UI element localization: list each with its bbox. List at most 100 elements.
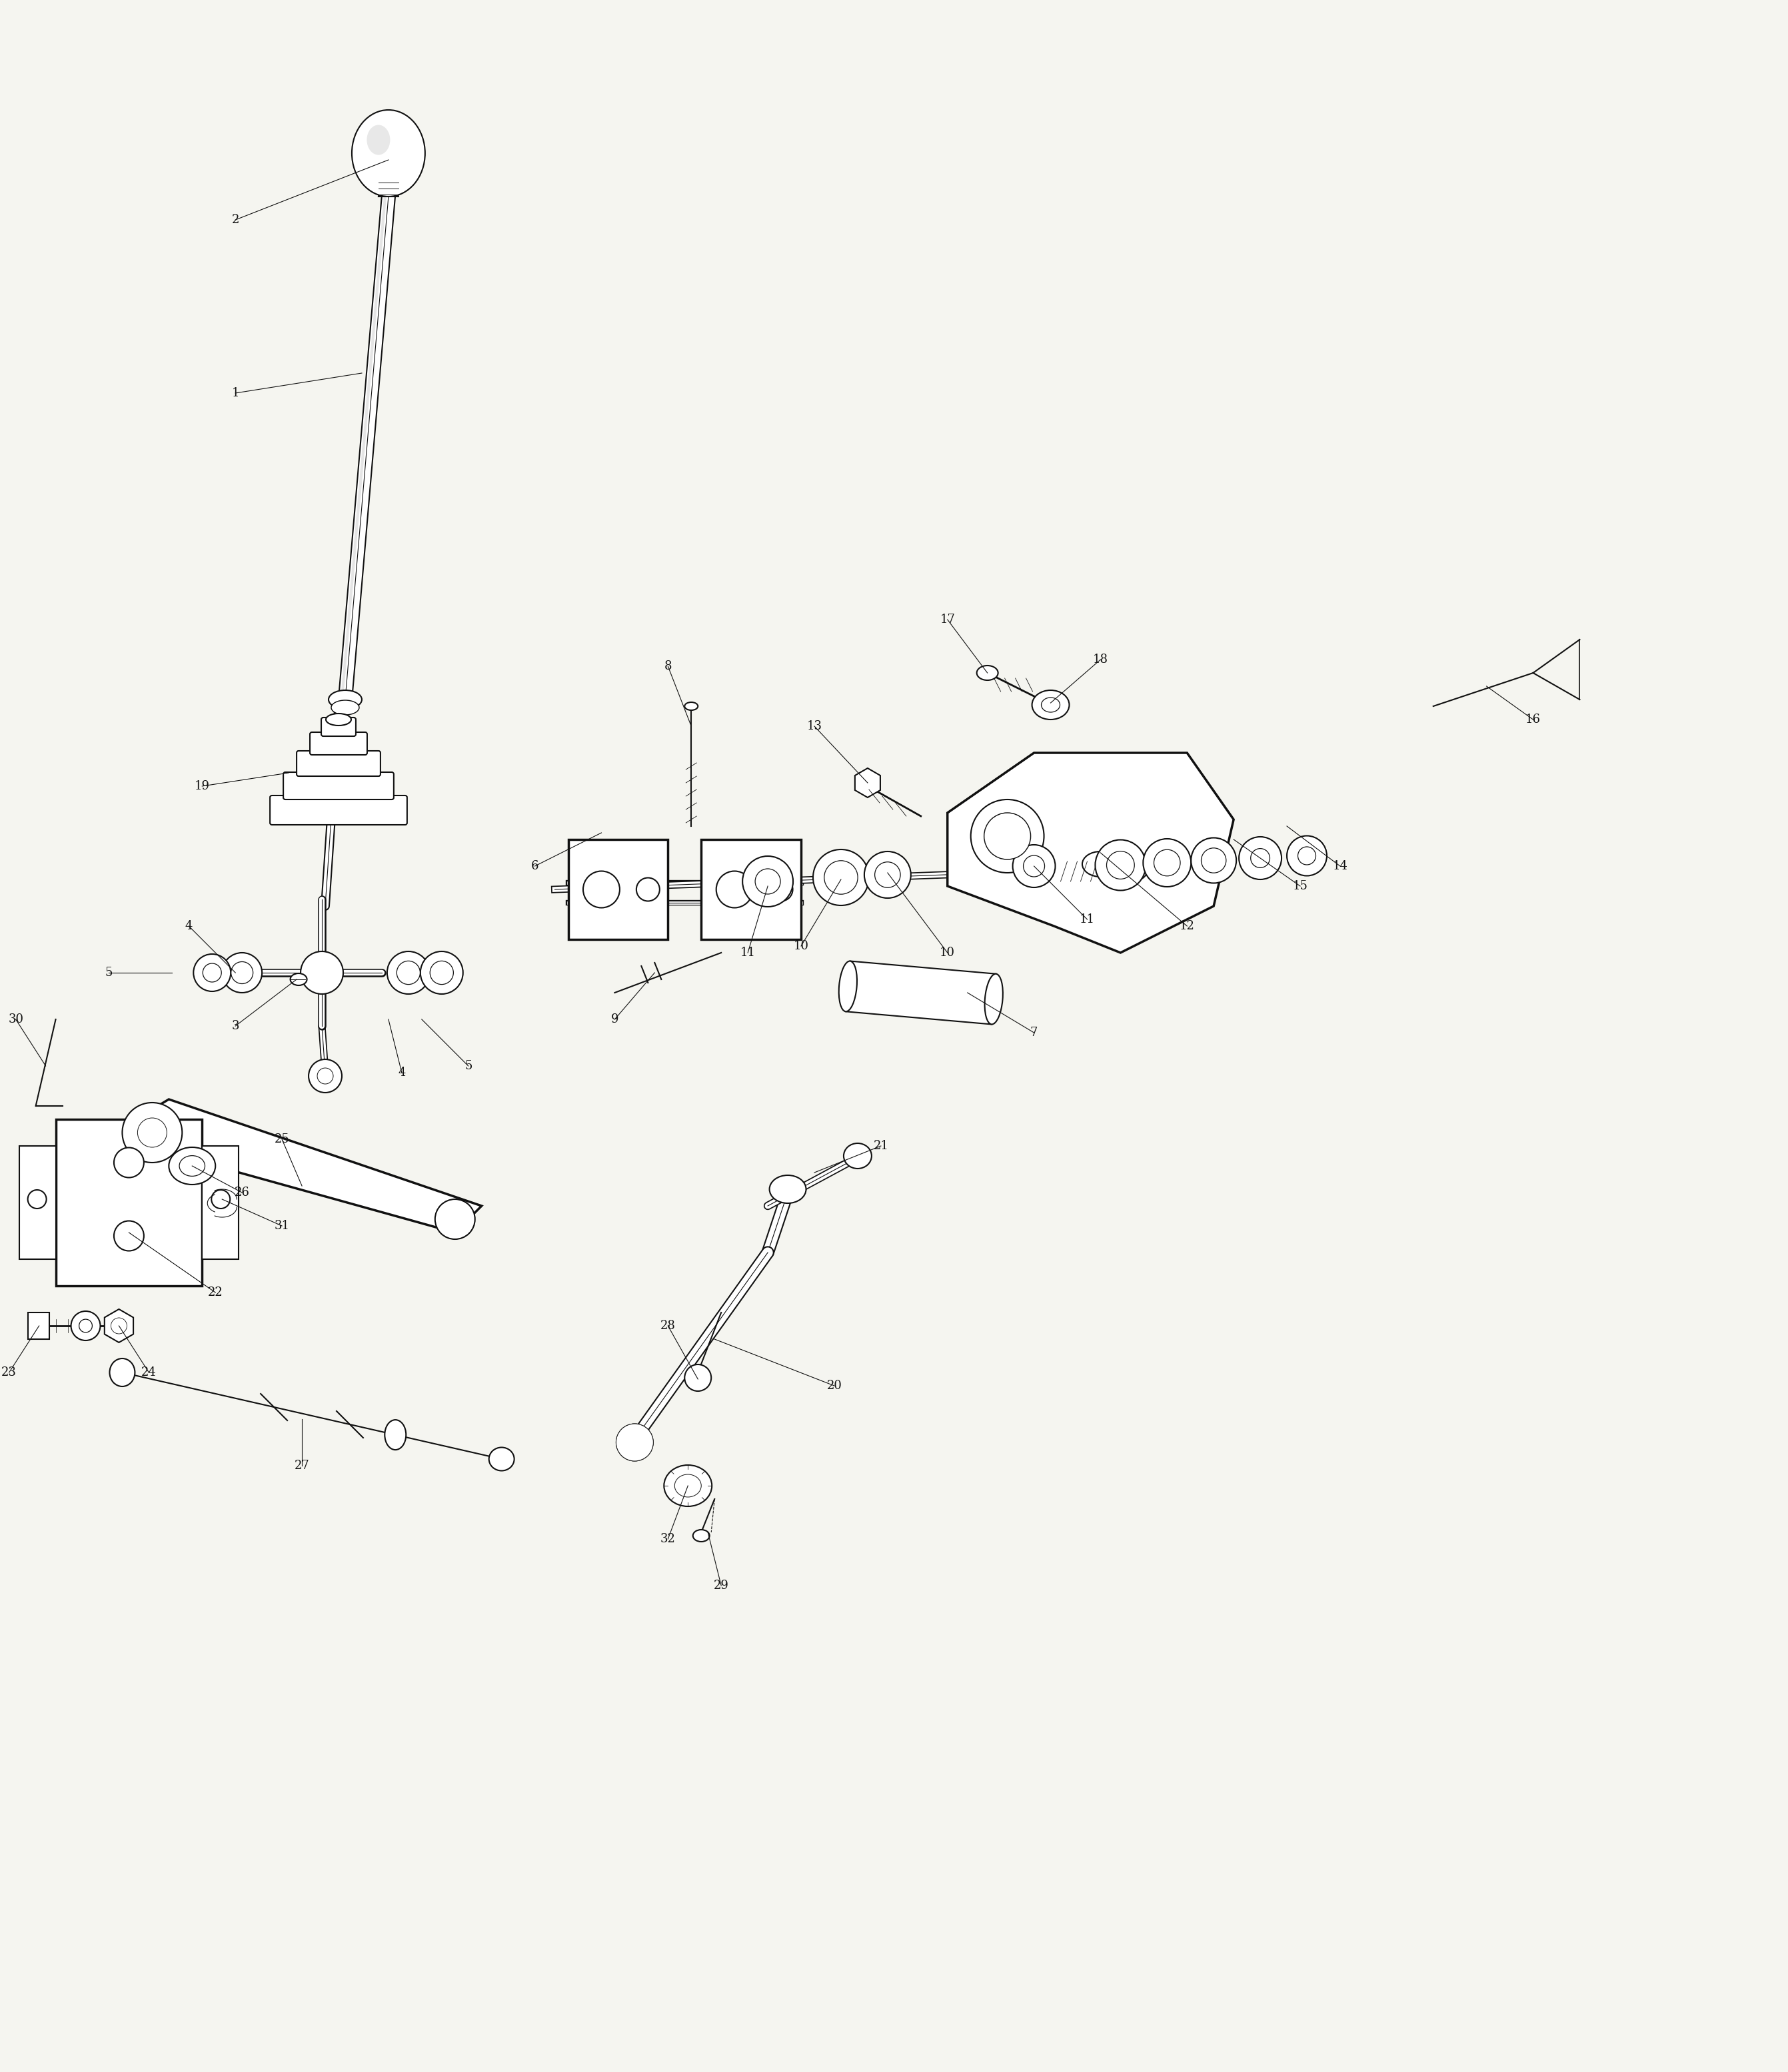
Ellipse shape <box>331 700 359 715</box>
Ellipse shape <box>985 974 1003 1024</box>
Ellipse shape <box>755 868 780 895</box>
Text: 8: 8 <box>663 661 672 671</box>
Ellipse shape <box>1250 850 1269 868</box>
Text: 22: 22 <box>207 1287 224 1299</box>
Text: 23: 23 <box>2 1365 16 1378</box>
Ellipse shape <box>114 1148 143 1177</box>
FancyBboxPatch shape <box>569 839 669 939</box>
FancyBboxPatch shape <box>701 839 801 939</box>
Ellipse shape <box>114 1220 143 1251</box>
Ellipse shape <box>329 690 361 709</box>
Text: 30: 30 <box>9 1013 23 1026</box>
Text: 15: 15 <box>1293 881 1307 893</box>
Circle shape <box>434 1200 476 1239</box>
Text: 3: 3 <box>232 1019 240 1032</box>
Text: 11: 11 <box>1080 914 1094 926</box>
Circle shape <box>316 1067 333 1084</box>
Ellipse shape <box>976 665 998 680</box>
FancyBboxPatch shape <box>20 1146 55 1260</box>
Text: 5: 5 <box>105 968 113 978</box>
Ellipse shape <box>824 860 858 895</box>
Ellipse shape <box>1298 847 1316 864</box>
Text: 18: 18 <box>1092 653 1109 665</box>
Ellipse shape <box>1191 837 1236 883</box>
Ellipse shape <box>874 862 901 887</box>
Ellipse shape <box>1041 698 1060 713</box>
Text: 26: 26 <box>234 1187 250 1198</box>
Ellipse shape <box>168 1148 215 1185</box>
Ellipse shape <box>1143 839 1191 887</box>
Circle shape <box>685 1365 712 1390</box>
Ellipse shape <box>231 961 254 984</box>
Ellipse shape <box>193 953 231 990</box>
Ellipse shape <box>109 1359 134 1386</box>
Ellipse shape <box>352 110 426 197</box>
Ellipse shape <box>384 1419 406 1450</box>
FancyBboxPatch shape <box>29 1312 48 1339</box>
Text: 17: 17 <box>940 613 955 626</box>
Polygon shape <box>948 752 1234 953</box>
Ellipse shape <box>983 812 1030 860</box>
Ellipse shape <box>1023 856 1044 876</box>
Ellipse shape <box>1032 690 1069 719</box>
Text: 13: 13 <box>806 721 822 731</box>
Ellipse shape <box>742 856 794 908</box>
Ellipse shape <box>72 1312 100 1341</box>
FancyBboxPatch shape <box>270 796 408 825</box>
Ellipse shape <box>202 963 222 982</box>
Ellipse shape <box>388 951 429 995</box>
Ellipse shape <box>674 1475 701 1498</box>
Text: 27: 27 <box>295 1461 309 1471</box>
Ellipse shape <box>222 953 263 992</box>
Text: 19: 19 <box>195 781 209 792</box>
Text: 10: 10 <box>794 941 808 951</box>
Ellipse shape <box>367 124 390 155</box>
Text: 10: 10 <box>940 947 955 959</box>
Ellipse shape <box>769 1175 806 1204</box>
Text: 29: 29 <box>713 1579 730 1591</box>
Text: 7: 7 <box>1030 1026 1037 1038</box>
Ellipse shape <box>1082 852 1119 876</box>
Ellipse shape <box>429 961 454 984</box>
FancyBboxPatch shape <box>322 717 356 736</box>
FancyBboxPatch shape <box>283 773 393 800</box>
Text: 25: 25 <box>274 1133 290 1146</box>
FancyBboxPatch shape <box>297 750 381 777</box>
Circle shape <box>617 1423 653 1461</box>
Circle shape <box>111 1318 127 1334</box>
Ellipse shape <box>814 850 869 905</box>
Text: 6: 6 <box>531 860 538 872</box>
Text: 14: 14 <box>1332 860 1348 872</box>
Circle shape <box>309 1059 342 1092</box>
Ellipse shape <box>397 961 420 984</box>
Circle shape <box>138 1119 166 1148</box>
Ellipse shape <box>1119 852 1148 881</box>
Ellipse shape <box>1096 839 1146 891</box>
FancyBboxPatch shape <box>309 731 367 754</box>
Ellipse shape <box>637 879 660 901</box>
Text: 28: 28 <box>660 1320 676 1332</box>
Text: 21: 21 <box>873 1140 889 1152</box>
Ellipse shape <box>971 800 1044 872</box>
Ellipse shape <box>839 961 856 1011</box>
Text: 5: 5 <box>465 1061 472 1071</box>
Ellipse shape <box>1287 835 1327 876</box>
Ellipse shape <box>769 879 792 901</box>
Text: 16: 16 <box>1525 713 1541 725</box>
Ellipse shape <box>663 1465 712 1506</box>
Ellipse shape <box>488 1448 515 1471</box>
Circle shape <box>122 1102 182 1162</box>
Ellipse shape <box>685 702 697 711</box>
Ellipse shape <box>179 1156 206 1177</box>
Text: 9: 9 <box>611 1013 619 1026</box>
Text: 4: 4 <box>184 920 193 932</box>
Text: 24: 24 <box>141 1365 156 1378</box>
Ellipse shape <box>1153 850 1180 876</box>
Ellipse shape <box>1202 847 1227 872</box>
Ellipse shape <box>211 1189 231 1208</box>
FancyBboxPatch shape <box>55 1119 202 1287</box>
Ellipse shape <box>29 1189 46 1208</box>
Text: 31: 31 <box>274 1220 290 1233</box>
Ellipse shape <box>1107 852 1134 879</box>
Ellipse shape <box>583 870 620 908</box>
